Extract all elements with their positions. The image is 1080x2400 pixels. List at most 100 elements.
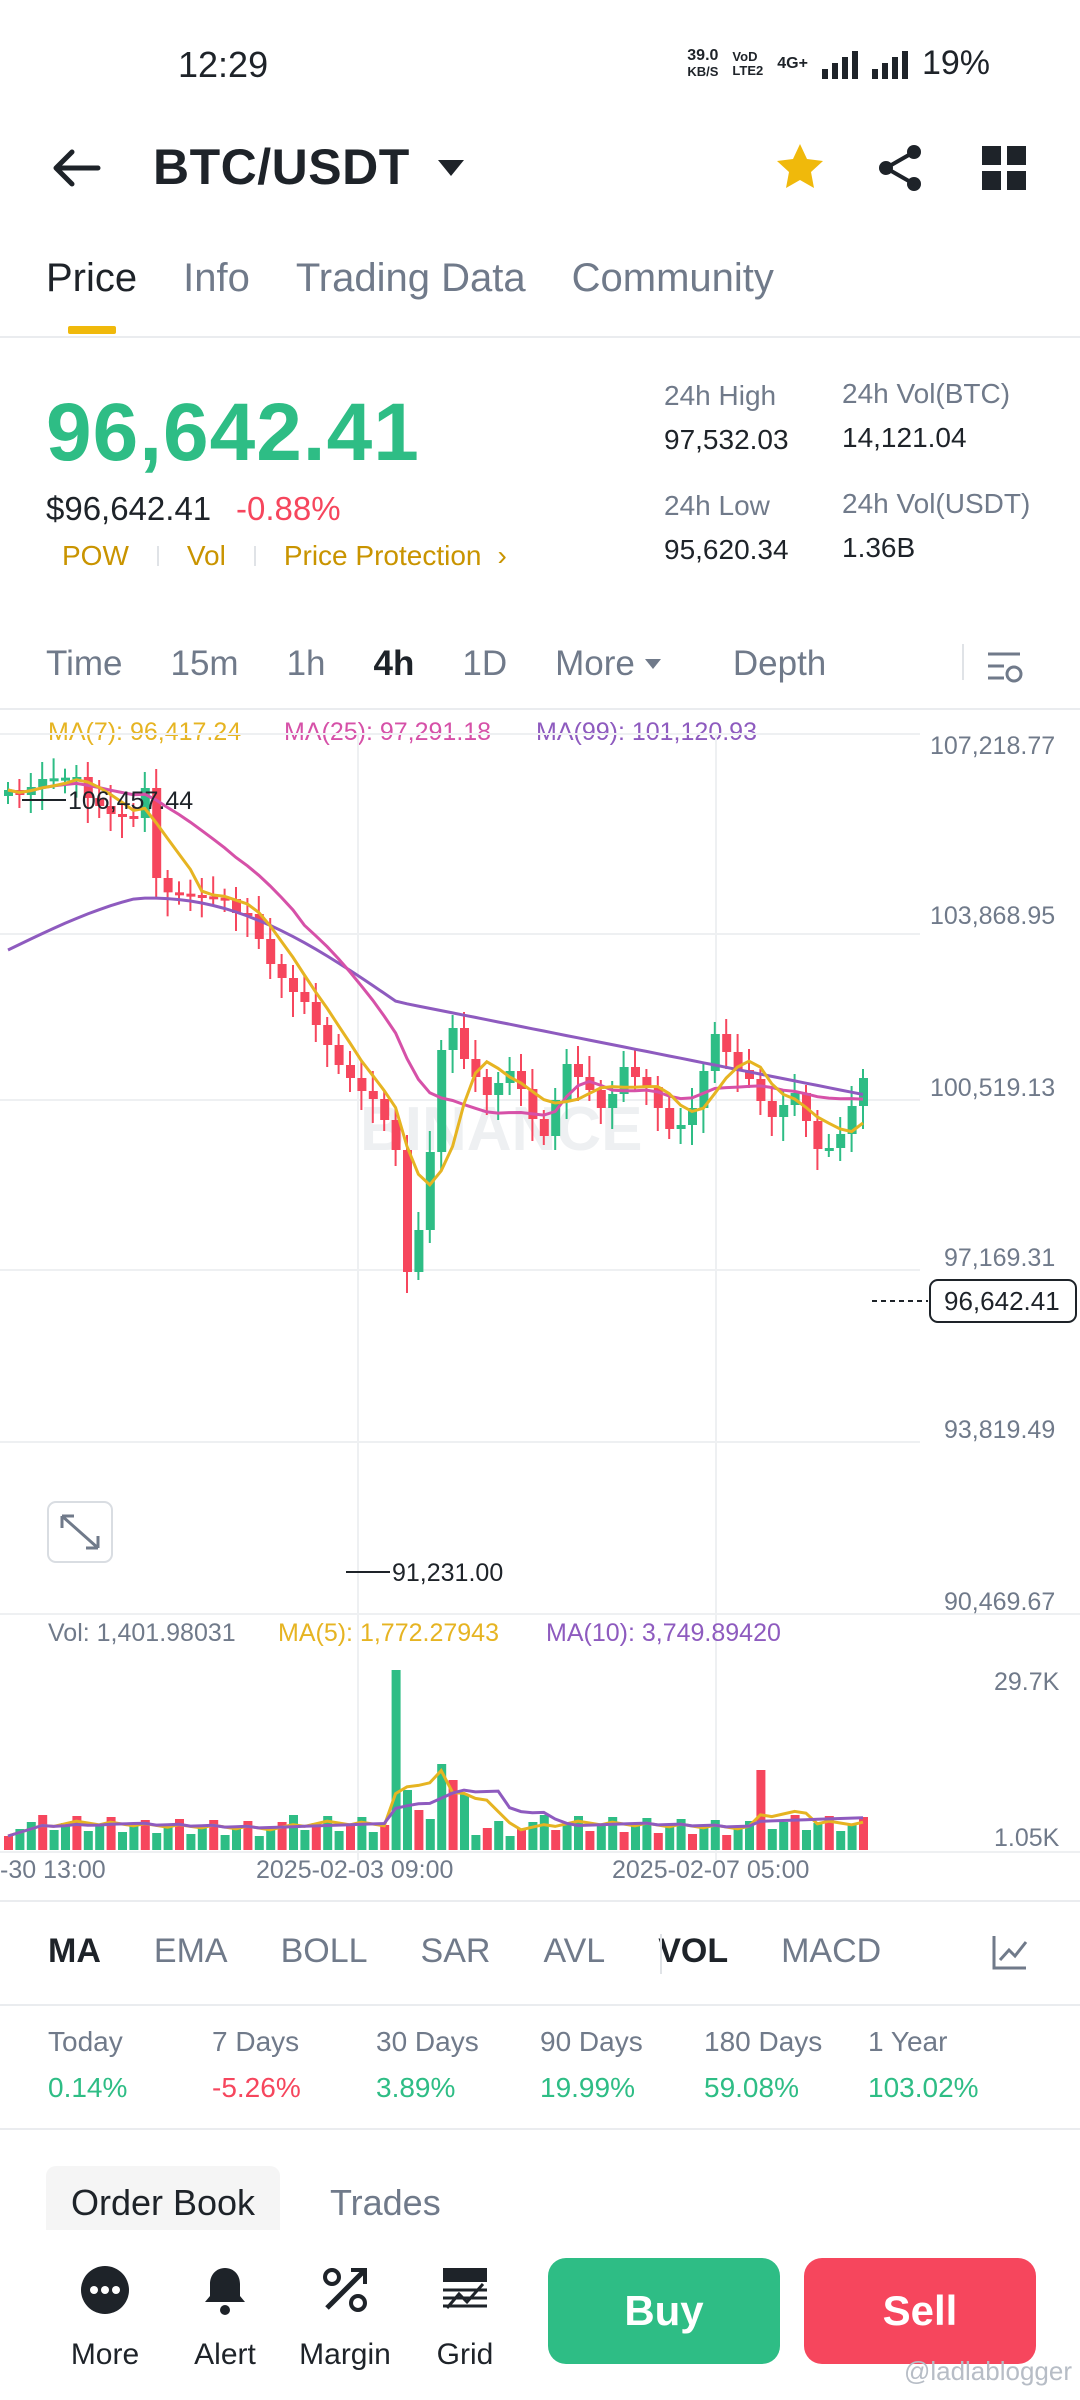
pair-title[interactable]: BTC/USDT xyxy=(153,139,410,195)
tab-info[interactable]: Info xyxy=(183,256,250,300)
volume-bar xyxy=(186,1834,196,1850)
tag-vol[interactable]: Vol xyxy=(186,540,226,571)
net-speed-value: 39.0 xyxy=(687,46,719,64)
volume-bar xyxy=(300,1830,310,1850)
high-value: 97,532.03 xyxy=(664,424,789,455)
perf-label-180d: 180 Days xyxy=(704,2026,823,2057)
bottom-alert[interactable]: Alert xyxy=(170,2262,280,2372)
ind-boll[interactable]: BOLL xyxy=(280,1932,368,1970)
volume-bar xyxy=(175,1819,184,1850)
candle-body xyxy=(551,1100,561,1136)
x-tick: -30 13:00 xyxy=(0,1856,106,1880)
volume-bar xyxy=(26,1822,36,1850)
volume-bar xyxy=(642,1818,652,1850)
tf-1h[interactable]: 1h xyxy=(286,644,326,683)
vol-ma10-legend: MA(10): 3,749.89420 xyxy=(546,1619,781,1647)
tab-price[interactable]: Price xyxy=(46,256,138,300)
volume-bar xyxy=(15,1829,25,1850)
tf-15m[interactable]: 15m xyxy=(170,644,239,683)
bottom-margin[interactable]: Margin xyxy=(290,2262,400,2372)
low-marker-label: 91,231.00 xyxy=(392,1559,503,1587)
volume-bar xyxy=(266,1829,276,1850)
layout-grid-icon[interactable] xyxy=(980,144,1028,192)
sell-button[interactable]: Sell xyxy=(804,2258,1036,2364)
candle-body xyxy=(710,1034,720,1071)
volume-bar xyxy=(61,1823,70,1850)
volume-bar xyxy=(403,1790,412,1850)
buy-button[interactable]: Buy xyxy=(548,2258,780,2364)
main-tabs: Price Info Trading Data Community xyxy=(46,256,774,301)
candle-body xyxy=(414,1230,424,1272)
favorite-star-icon[interactable] xyxy=(772,140,828,196)
indicator-settings-icon[interactable] xyxy=(990,1932,1030,1972)
candle-body xyxy=(608,1094,618,1108)
volume-bar xyxy=(471,1835,481,1850)
volume-bar xyxy=(517,1829,526,1850)
volume-bar xyxy=(129,1825,139,1850)
tab-community[interactable]: Community xyxy=(571,256,774,300)
bottom-grid[interactable]: Grid xyxy=(410,2262,520,2372)
ind-ema[interactable]: EMA xyxy=(153,1932,228,1970)
fullscreen-expand-icon[interactable] xyxy=(47,1501,113,1563)
tag-price-protection[interactable]: Price Protection xyxy=(283,540,482,571)
tf-more[interactable]: More xyxy=(555,644,663,684)
high-marker-label: 106,457.44 xyxy=(68,787,193,815)
candlestick-chart[interactable]: BINANCE 106,457.44 91,231.00 96,642.41 1… xyxy=(0,700,1080,1880)
status-icons: 39.0 KB/S VoD LTE2 4G+ 19% xyxy=(687,44,990,83)
volume-bar xyxy=(118,1832,127,1850)
candle-body xyxy=(175,892,184,896)
volume-bar xyxy=(448,1780,458,1850)
volume-bar xyxy=(254,1836,264,1850)
candle-body xyxy=(4,790,13,796)
candle-body xyxy=(186,893,196,897)
volume-bar xyxy=(790,1815,800,1850)
volume-bar xyxy=(802,1830,811,1850)
perf-value-180d: 59.08% xyxy=(704,2072,799,2103)
tab-trading-data[interactable]: Trading Data xyxy=(295,256,526,300)
volume-bar xyxy=(733,1828,743,1850)
volume-bar xyxy=(665,1826,675,1850)
tab-trades[interactable]: Trades xyxy=(330,2182,441,2223)
candle-body xyxy=(357,1078,367,1091)
volume-bar xyxy=(277,1822,287,1850)
bottom-more[interactable]: More xyxy=(50,2262,160,2372)
tf-time[interactable]: Time xyxy=(46,644,123,683)
tf-depth[interactable]: Depth xyxy=(732,644,827,683)
grid-bot-icon xyxy=(443,2268,487,2309)
ind-vol[interactable]: VOL xyxy=(658,1932,729,1970)
volume-bars xyxy=(4,1670,868,1850)
volume-bar xyxy=(346,1824,355,1850)
indicator-separator xyxy=(660,1934,662,1974)
volume-bar xyxy=(220,1835,230,1850)
tab-order-book[interactable]: Order Book xyxy=(46,2166,280,2240)
candle-body xyxy=(106,806,116,814)
indicator-bar: MA EMA BOLL SAR AVL VOL MACD xyxy=(48,1932,934,1971)
ind-sar[interactable]: SAR xyxy=(420,1932,491,1970)
candle-body xyxy=(676,1125,686,1129)
ind-ma[interactable]: MA xyxy=(48,1932,101,1970)
vol-ma5-legend: MA(5): 1,772.27943 xyxy=(278,1619,499,1647)
chevron-down-icon[interactable] xyxy=(436,158,466,178)
volume-bar xyxy=(140,1820,150,1850)
net-speed: 39.0 KB/S xyxy=(687,46,719,80)
back-arrow-icon[interactable] xyxy=(48,140,104,196)
chevron-right-icon[interactable]: › xyxy=(497,540,507,571)
tf-1d[interactable]: 1D xyxy=(462,644,508,683)
tf-4h[interactable]: 4h xyxy=(373,644,415,683)
candle-body xyxy=(300,992,310,1002)
share-icon[interactable] xyxy=(872,140,928,196)
perf-label-1y: 1 Year xyxy=(868,2026,948,2057)
volume-bar xyxy=(391,1670,401,1850)
candle-body xyxy=(83,777,93,798)
candles xyxy=(4,758,868,1293)
volume-bar xyxy=(414,1810,424,1850)
volume-bar xyxy=(163,1826,173,1850)
candle-body xyxy=(574,1064,583,1077)
candle-body xyxy=(232,899,241,913)
ind-macd[interactable]: MACD xyxy=(781,1932,882,1970)
ind-avl[interactable]: AVL xyxy=(543,1932,606,1970)
chart-settings-icon[interactable] xyxy=(984,646,1024,686)
volume-bar xyxy=(243,1821,253,1850)
vol-tick-top: 29.7K xyxy=(994,1668,1060,1696)
tag-pow[interactable]: POW xyxy=(62,540,129,571)
